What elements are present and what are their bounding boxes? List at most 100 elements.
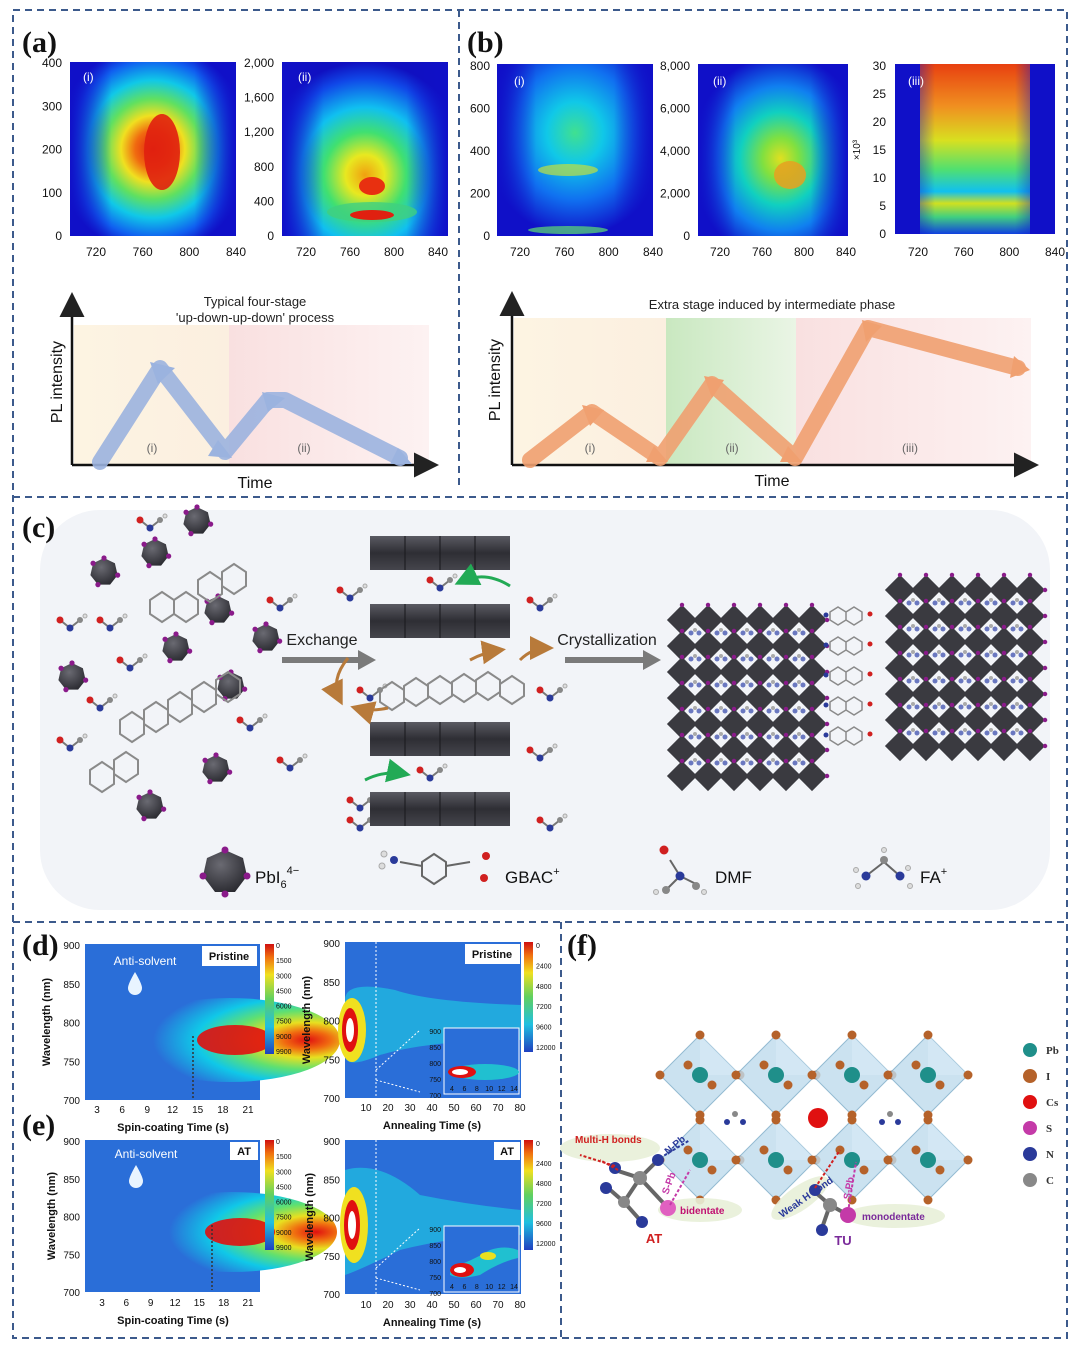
lattice-octahedron bbox=[796, 630, 828, 662]
lattice-octahedron bbox=[744, 734, 776, 766]
x-tick-label: 15 bbox=[194, 1298, 206, 1309]
y-tick-label: 6,000 bbox=[660, 102, 690, 116]
x-tick-label: 15 bbox=[192, 1105, 204, 1116]
lattice-octahedron bbox=[988, 730, 1020, 762]
colorbar-tick: 3000 bbox=[276, 973, 292, 980]
y-tick-label: 10 bbox=[873, 171, 887, 185]
y-tick-label: 400 bbox=[470, 144, 490, 158]
lattice-octahedron bbox=[796, 604, 828, 636]
lattice-octahedron bbox=[692, 734, 724, 766]
lattice-octahedron bbox=[910, 652, 942, 684]
sample-tag: Pristine bbox=[209, 951, 249, 963]
x-axis-label: Spin-coating Time (s) bbox=[117, 1315, 229, 1327]
x-axis-label: Time bbox=[238, 475, 273, 492]
octahedron bbox=[183, 507, 211, 534]
x-tick-label: 800 bbox=[179, 245, 199, 259]
y-axis-ticks: 400 300 200 100 0 bbox=[42, 56, 62, 243]
x-tick-label: 60 bbox=[470, 1103, 482, 1114]
x-tick-label: 720 bbox=[86, 245, 106, 259]
y-tick-label: 800 bbox=[254, 160, 274, 174]
x-tick-label: 4 bbox=[450, 1284, 454, 1291]
y-tick-label: 850 bbox=[63, 1175, 80, 1186]
colorbar-tick: 3000 bbox=[276, 1169, 292, 1176]
y-tick-label: 800 bbox=[63, 1213, 80, 1224]
x-axis-ticks: 10 20 30 40 50 60 70 80 bbox=[360, 1103, 526, 1114]
lattice-octahedron bbox=[962, 574, 994, 606]
y-tick-label: 900 bbox=[323, 1137, 340, 1148]
panel-d: (d) Pristine Anti-solvent Wavelength (nm… bbox=[22, 929, 556, 1134]
legend-fa: FA+ bbox=[920, 866, 947, 887]
colorbar-tick: 6000 bbox=[276, 1004, 292, 1011]
inset-y-ticks: 900 850 800 750 700 bbox=[429, 1227, 441, 1298]
panel-b-schematic: Extra stage induced by intermediate phas… bbox=[487, 291, 1039, 490]
y-tick-label: 800 bbox=[63, 1019, 80, 1030]
exchange-label: Exchange bbox=[286, 632, 357, 649]
lattice-octahedron bbox=[692, 708, 724, 740]
colorbar-tick: 4500 bbox=[276, 988, 292, 995]
y-tick-label: 750 bbox=[429, 1275, 441, 1282]
cs-atom bbox=[808, 1108, 828, 1128]
panel-a-plot-i: (i) 400 300 200 100 0 720 760 800 840 bbox=[42, 56, 246, 259]
x-tick-label: 760 bbox=[554, 245, 574, 259]
colorbar-tick: 7200 bbox=[536, 1004, 552, 1011]
sample-tag: Pristine bbox=[472, 949, 512, 961]
y-tick-label: 300 bbox=[42, 99, 62, 113]
panel-e-right-plot: AT Wavelength (nm) Annealing Time (s) 90… bbox=[304, 1137, 556, 1329]
colorbar-tick: 12000 bbox=[536, 1241, 556, 1248]
colorbar-tick: 7200 bbox=[536, 1201, 552, 1208]
colorbar-ticks: 0 2400 4800 7200 9600 12000 bbox=[536, 943, 556, 1052]
y-axis-ticks: 800 600 400 200 0 bbox=[470, 59, 490, 243]
colorbar-tick: 12000 bbox=[536, 1045, 556, 1052]
plot-sub-label: (ii) bbox=[298, 70, 311, 84]
y-tick-label: 900 bbox=[323, 939, 340, 950]
stage-label: (ii) bbox=[297, 441, 310, 455]
y-axis-label: Wavelength (nm) bbox=[301, 976, 313, 1065]
y-tick-label: 400 bbox=[42, 56, 62, 70]
y-tick-label: 700 bbox=[323, 1094, 340, 1105]
y-tick-label: 700 bbox=[429, 1093, 441, 1100]
panel-a-schematic: Typical four-stage 'up-down-up-down' pro… bbox=[49, 292, 439, 492]
element-label: S bbox=[1046, 1123, 1052, 1135]
lattice-octahedron bbox=[666, 604, 698, 636]
octahedron bbox=[141, 539, 169, 566]
element-swatch bbox=[1023, 1043, 1037, 1057]
y-tick-label: 0 bbox=[55, 229, 62, 243]
x-tick-label: 50 bbox=[448, 1300, 460, 1311]
lattice-octahedron bbox=[770, 682, 802, 714]
x-tick-label: 70 bbox=[492, 1300, 504, 1311]
x-tick-label: 800 bbox=[384, 245, 404, 259]
y-tick-label: 20 bbox=[873, 115, 887, 129]
x-tick-label: 50 bbox=[448, 1103, 460, 1114]
lattice-octahedron bbox=[666, 734, 698, 766]
lattice-octahedron bbox=[1014, 626, 1046, 658]
lattice-octahedron bbox=[692, 760, 724, 792]
y-tick-label: 25 bbox=[873, 87, 887, 101]
panel-d-left-plot: Pristine Anti-solvent Wavelength (nm) Sp… bbox=[41, 941, 340, 1134]
y-tick-label: 400 bbox=[254, 194, 274, 208]
x-tick-label: 80 bbox=[514, 1103, 526, 1114]
x-tick-label: 760 bbox=[133, 245, 153, 259]
lattice-octahedron bbox=[936, 678, 968, 710]
stage-label: (i) bbox=[585, 441, 596, 455]
lattice-octahedron bbox=[910, 626, 942, 658]
colorbar-tick: 9600 bbox=[536, 1025, 552, 1032]
y-tick-label: 4,000 bbox=[660, 144, 690, 158]
element-legend: Pb I Cs S N C bbox=[1023, 1043, 1059, 1187]
x-tick-label: 6 bbox=[462, 1284, 466, 1291]
lattice-octahedron bbox=[718, 708, 750, 740]
x-axis-ticks: 720 760 800 840 bbox=[510, 245, 663, 259]
lattice-octahedron bbox=[796, 708, 828, 740]
lattice-octahedron bbox=[884, 730, 916, 762]
y-tick-label: 2,000 bbox=[244, 56, 274, 70]
y-tick-label: 800 bbox=[470, 59, 490, 73]
x-axis-ticks: 720 760 800 840 bbox=[710, 245, 856, 259]
y-tick-label: 750 bbox=[323, 1252, 340, 1263]
y-tick-label: 700 bbox=[429, 1291, 441, 1298]
colorbar-tick: 9900 bbox=[276, 1049, 292, 1056]
antisolvent-label: Anti-solvent bbox=[115, 1147, 178, 1161]
colorbar-tick: 0 bbox=[276, 1139, 280, 1146]
colorbar-tick: 4800 bbox=[536, 1181, 552, 1188]
lattice-octahedron bbox=[718, 734, 750, 766]
